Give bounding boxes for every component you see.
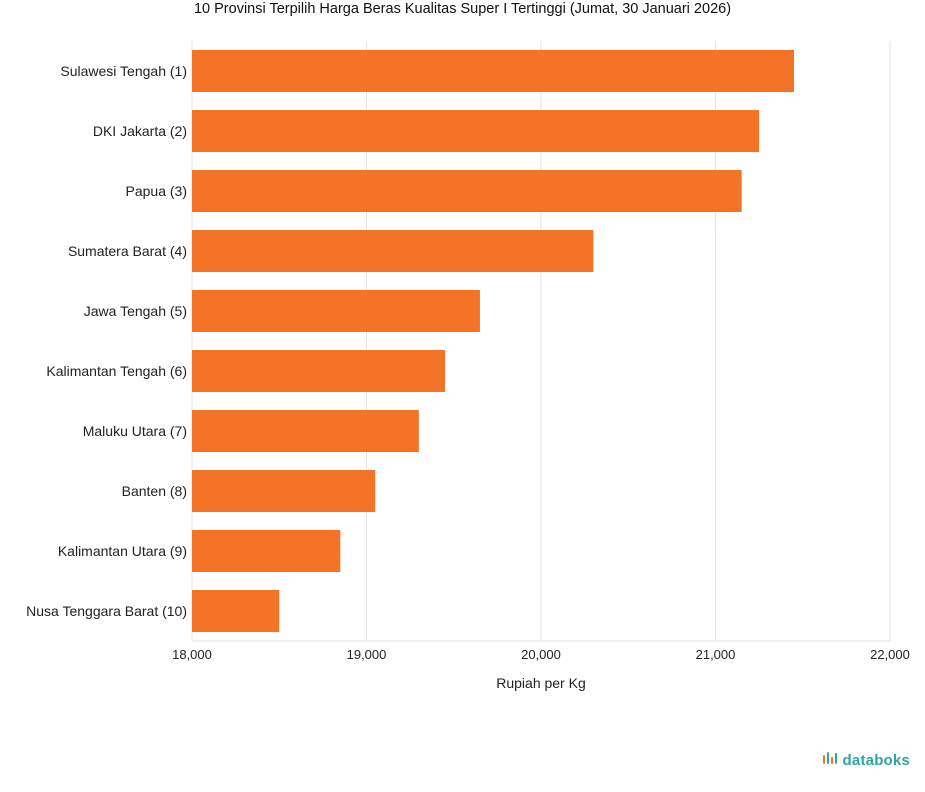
databoks-logo-icon (822, 750, 840, 771)
bar (192, 110, 760, 152)
bar (192, 410, 419, 452)
category-label: Jawa Tengah (5) (84, 303, 187, 319)
category-label: Sumatera Barat (4) (68, 243, 187, 259)
category-label: Kalimantan Utara (9) (58, 543, 187, 559)
x-tick-label: 19,000 (347, 647, 387, 662)
bar (192, 590, 280, 632)
category-label: Sulawesi Tengah (1) (60, 63, 187, 79)
x-tick-label: 21,000 (696, 647, 736, 662)
category-label: Maluku Utara (7) (83, 423, 187, 439)
bar (192, 230, 594, 272)
x-axis-ticks: 18,000 19,000 20,000 21,000 22,000 (172, 647, 910, 662)
bars (192, 50, 795, 632)
category-label: Nusa Tenggara Barat (10) (26, 603, 187, 619)
chart-title: 10 Provinsi Terpilih Harga Beras Kualita… (193, 1, 732, 17)
x-tick-label: 22,000 (870, 647, 910, 662)
bar (192, 470, 376, 512)
category-label: DKI Jakarta (2) (93, 123, 187, 139)
x-tick-label: 20,000 (521, 647, 561, 662)
databoks-brand: databoks (822, 750, 910, 771)
bar (192, 350, 446, 392)
bar (192, 50, 795, 92)
databoks-wordmark: databoks (842, 752, 910, 769)
category-label: Kalimantan Tengah (6) (46, 363, 187, 379)
bar (192, 290, 480, 332)
x-tick-label: 18,000 (172, 647, 212, 662)
category-label: Papua (3) (126, 183, 187, 199)
bar (192, 170, 742, 212)
category-labels: Sulawesi Tengah (1) DKI Jakarta (2) Papua … (26, 63, 187, 619)
bar (192, 530, 341, 572)
category-label: Banten (8) (122, 483, 187, 499)
x-axis-title: Rupiah per Kg (496, 675, 586, 691)
